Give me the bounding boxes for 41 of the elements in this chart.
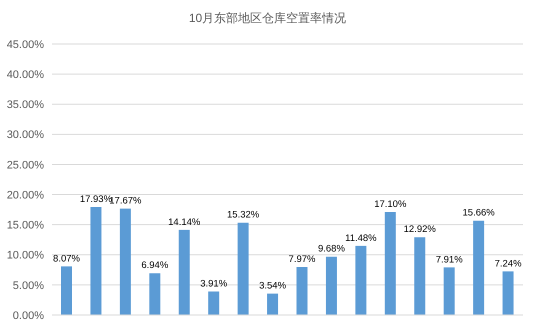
data-label: 7.24%: [494, 258, 522, 270]
y-tick-label: 15.00%: [6, 220, 44, 232]
bar: [178, 230, 190, 315]
y-tick-label: 0.00%: [12, 310, 44, 322]
bar: [326, 256, 337, 315]
y-tick-label: 5.00%: [12, 280, 44, 292]
bar: [414, 237, 426, 315]
y-tick-label: 20.00%: [6, 189, 44, 202]
bar: [296, 267, 308, 315]
y-tick-label: 30.00%: [6, 129, 44, 142]
data-label: 14.14%: [168, 216, 201, 228]
data-label: 7.91%: [436, 254, 464, 266]
y-tick-label: 10.00%: [6, 250, 44, 262]
data-label: 8.07%: [53, 253, 81, 264]
bar: [473, 220, 484, 315]
bar: [267, 294, 278, 315]
data-label: 17.10%: [374, 199, 407, 210]
y-tick-label: 35.00%: [6, 99, 44, 112]
data-label: 9.68%: [318, 244, 346, 255]
bar: [90, 207, 102, 315]
data-label: 7.97%: [288, 254, 316, 266]
bar: [61, 266, 72, 315]
bar: [384, 212, 396, 315]
bar: [120, 208, 131, 315]
data-label: 12.92%: [404, 224, 436, 236]
data-label: 11.48%: [345, 232, 378, 244]
bar: [502, 271, 514, 315]
bar: [444, 267, 455, 315]
data-label: 3.91%: [200, 278, 228, 290]
data-label: 15.66%: [462, 208, 496, 219]
y-tick-label: 25.00%: [6, 159, 44, 172]
y-tick-label: 40.00%: [6, 69, 44, 82]
bar: [208, 291, 220, 315]
data-label: 15.32%: [227, 210, 260, 221]
bar: [238, 222, 249, 315]
y-tick-label: 45.00%: [6, 38, 44, 51]
data-label: 3.54%: [259, 280, 287, 292]
data-label: 6.94%: [141, 260, 169, 272]
bar: [355, 246, 366, 315]
chart-title: 10月东部地区仓库空置率情况: [188, 10, 348, 27]
bar: [149, 273, 160, 315]
